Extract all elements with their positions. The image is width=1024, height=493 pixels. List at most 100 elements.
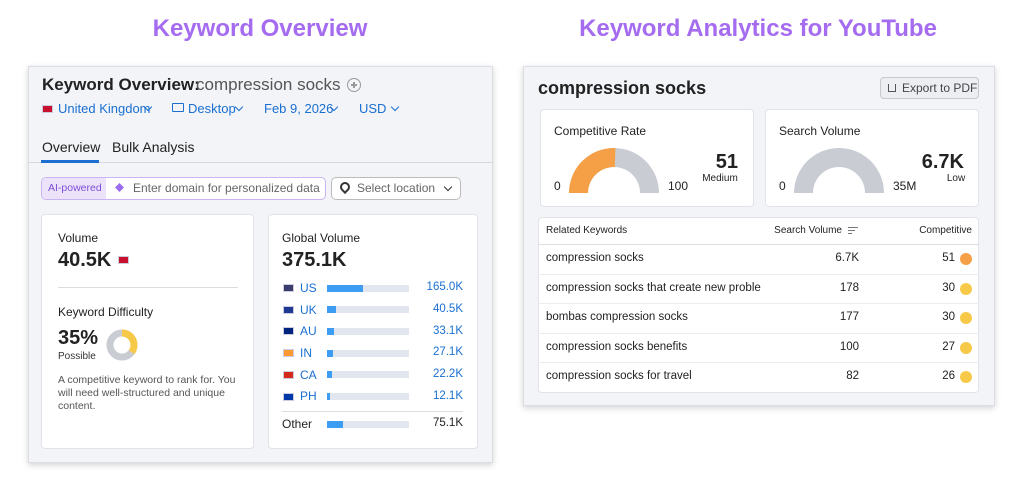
filter[interactable]: United Kingdom (58, 101, 151, 117)
row-divider (538, 362, 979, 363)
tab-underline (41, 160, 99, 163)
export-icon (888, 84, 896, 92)
volume-bar (327, 306, 336, 314)
bar-track (327, 327, 409, 335)
bar-track (327, 306, 409, 314)
country-code: Other (282, 416, 313, 431)
keyword-cell: compression socks that create new proble (546, 281, 761, 294)
export-label: Export to PDF (902, 80, 978, 95)
flag-icon (283, 370, 294, 379)
keyword-cell: compression socks benefits (546, 340, 688, 353)
keyword-cell: bombas compression socks (546, 311, 688, 324)
competitive-dot (960, 282, 972, 295)
country-code: US (300, 280, 317, 295)
location-select[interactable] (331, 177, 461, 200)
tab[interactable]: Overview (42, 138, 101, 155)
gauge-value (569, 148, 616, 193)
metric-label: Volume (58, 230, 99, 245)
flag-icon (283, 284, 294, 292)
row-divider (538, 303, 979, 304)
country-code: AU (300, 324, 317, 339)
difficulty-donut (106, 329, 138, 361)
row-divider (538, 332, 979, 334)
add-icon (347, 78, 361, 92)
bar-track (327, 284, 409, 292)
filter[interactable]: Feb 9, 2026 (264, 101, 334, 117)
gauge-value-label: 51 (715, 151, 738, 173)
gauge-max: 35M (893, 178, 917, 193)
table (538, 217, 979, 393)
add-icon-v (353, 81, 355, 88)
export-button[interactable] (880, 77, 979, 99)
difficulty-level: Possible (58, 351, 96, 362)
country-volume: 12.1K (432, 389, 463, 402)
gauge-min: 0 (779, 178, 786, 193)
flag-icon (283, 305, 294, 314)
competitive-cell: 26 (942, 370, 955, 383)
separator (58, 287, 238, 288)
section-title: Keyword Overview (152, 14, 368, 42)
table-divider (538, 244, 979, 245)
domain-input[interactable]: Enter domain for personalized data (133, 180, 320, 195)
volume-cell: 178 (839, 281, 859, 294)
volume-bar (327, 420, 344, 428)
volume-cell: 100 (839, 340, 859, 353)
desktop-icon (172, 103, 184, 112)
keyword-cell: compression socks (546, 252, 644, 265)
tab[interactable]: Bulk Analysis (112, 138, 195, 155)
country-code: UK (300, 302, 317, 317)
flag-icon (283, 327, 294, 336)
flag-icon (118, 256, 129, 264)
heading: Keyword Overview: (42, 74, 200, 94)
country-volume: 22.2K (432, 367, 463, 380)
volume-bar (327, 371, 332, 379)
gauge-value-label: 6.7K (921, 151, 964, 173)
competitive-cell: 30 (942, 281, 955, 294)
metric-label: Global Volume (282, 230, 361, 245)
gauge-min: 0 (554, 178, 561, 193)
volume-bar (327, 284, 364, 292)
sort-icon (848, 227, 858, 229)
volume-cell: 177 (839, 311, 859, 324)
column-header: Competitive (919, 225, 972, 236)
gauge-max: 100 (668, 178, 689, 193)
flag-icon (283, 392, 294, 401)
location-placeholder: Select location (357, 180, 436, 195)
sort-icon (848, 233, 852, 235)
country-code: IN (300, 345, 312, 360)
donut-value (106, 329, 138, 361)
ai-badge (42, 178, 106, 199)
filter[interactable]: USD (359, 101, 387, 117)
sort-icon (848, 230, 855, 232)
country-code: CA (300, 367, 317, 382)
competitive-cell: 51 (942, 252, 955, 265)
gauge (569, 148, 659, 193)
volume-cell: 82 (846, 370, 859, 383)
country-volume: 75.1K (432, 417, 463, 430)
heading: compression socks (538, 78, 707, 99)
filter[interactable]: Desktop (188, 101, 236, 117)
competitive-dot (960, 371, 972, 383)
country-volume: 27.1K (432, 346, 463, 359)
ai-label: AI-powered (48, 181, 102, 194)
country-volume: 33.1K (432, 324, 463, 337)
tab-divider (28, 162, 493, 163)
competitive-cell: 27 (942, 340, 955, 353)
competitive-dot (960, 341, 972, 354)
country-volume: 165.0K (426, 281, 463, 294)
column-header: Search Volume (774, 225, 842, 236)
flag-icon (42, 105, 53, 113)
metric-label: Keyword Difficulty (58, 304, 154, 319)
metric-value: 35% (58, 327, 99, 349)
competitive-dot (960, 312, 972, 324)
card (41, 214, 254, 449)
competitive-dot (960, 253, 972, 265)
gauge-track (794, 148, 884, 193)
gauge (794, 148, 884, 193)
volume-bar (327, 393, 330, 400)
section-title: Keyword Analytics for YouTube (579, 14, 937, 42)
gauge-level: Low (946, 173, 966, 184)
competitive-cell: 30 (942, 311, 955, 324)
ai-box (41, 177, 326, 200)
